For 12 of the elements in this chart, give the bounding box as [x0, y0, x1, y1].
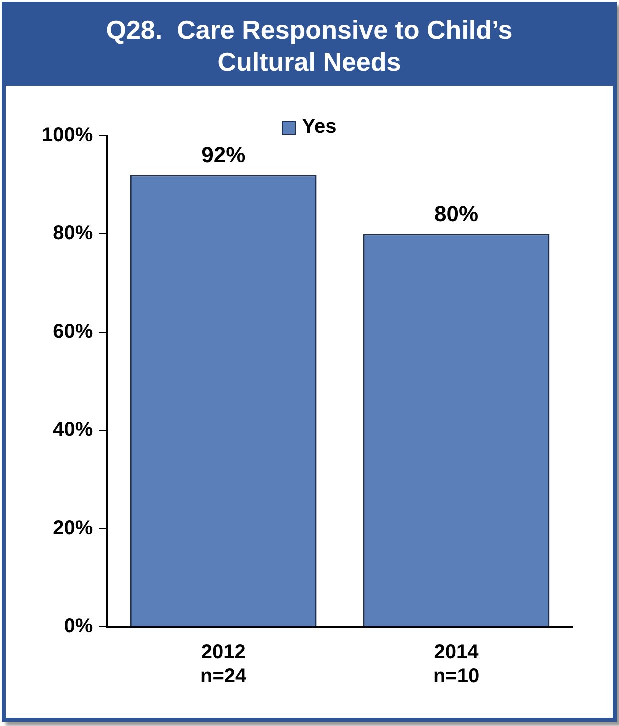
y-tick-label: 0% — [64, 616, 94, 638]
chart-title: Q28. Care Responsive to Child’s Cultural Needs — [6, 6, 613, 86]
data-label: 92% — [202, 142, 246, 168]
series-label: Yes — [302, 116, 337, 139]
y-tick-label: 20% — [53, 517, 94, 540]
x-tick-label: 2012 n=24 — [200, 642, 248, 688]
data-label: 80% — [434, 201, 479, 226]
y-tick-label: 80% — [53, 222, 94, 245]
y-tick-label: 100% — [42, 124, 94, 147]
y-tick-label: 40% — [53, 419, 94, 442]
x-tick-label: 2014 n=10 — [433, 642, 480, 688]
y-tick-label: 60% — [53, 320, 94, 343]
